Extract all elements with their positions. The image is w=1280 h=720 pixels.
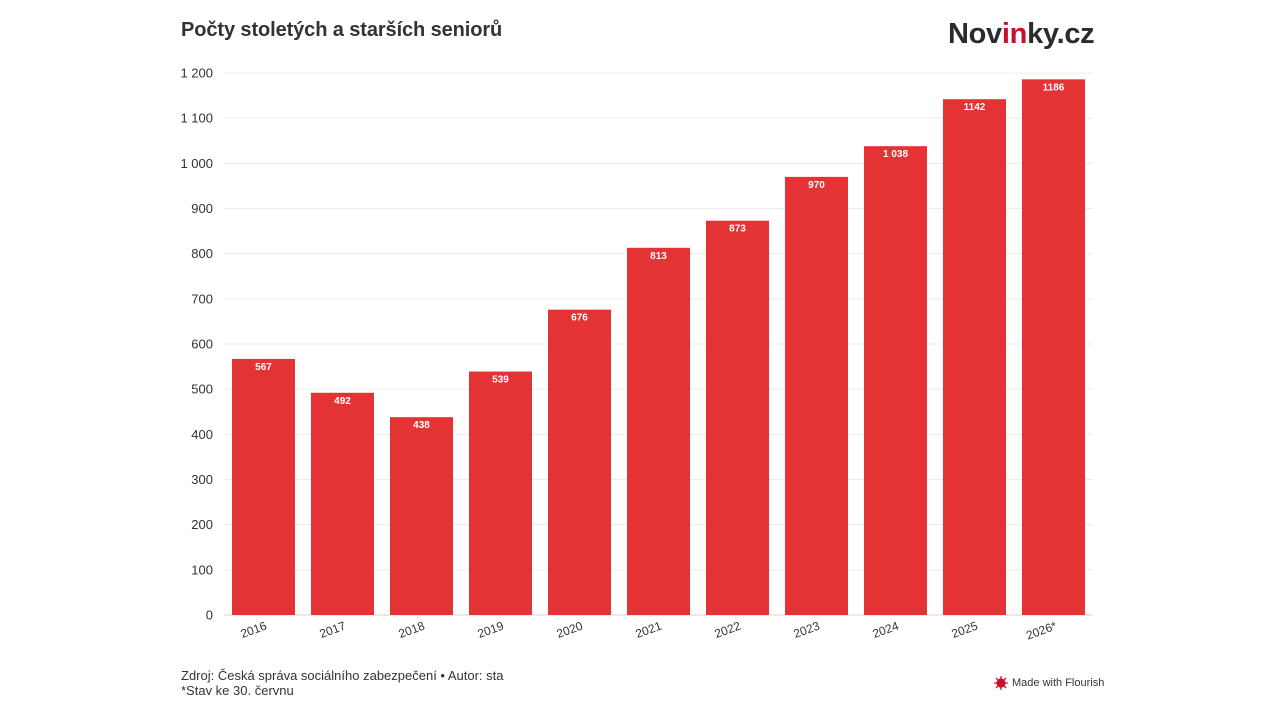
y-tick-label: 0 [206, 608, 213, 623]
bar-value-label: 1 038 [883, 149, 908, 160]
bar-value-label: 970 [808, 180, 825, 191]
made-with-flourish-link[interactable]: Made with Flourish [994, 676, 1104, 690]
bar [864, 146, 927, 616]
bar [232, 358, 295, 615]
bar [627, 247, 690, 616]
x-tick-label: 2026* [1024, 619, 1059, 643]
y-tick-label: 1 200 [180, 66, 213, 81]
y-tick-label: 500 [191, 382, 213, 397]
bar-value-label: 1142 [964, 102, 986, 113]
bar-value-label: 1186 [1043, 82, 1065, 93]
bar-value-label: 813 [650, 251, 667, 262]
logo-text-pre: Nov [948, 18, 1002, 50]
x-tick-label: 2016 [239, 619, 269, 641]
y-tick-label: 400 [191, 427, 213, 442]
chart-footer: Zdroj: Česká správa sociálního zabezpeče… [181, 668, 504, 698]
chart-title: Počty stoletých a starších seniorů [181, 19, 503, 41]
y-tick-label: 100 [191, 562, 213, 577]
y-tick-label: 1 100 [180, 111, 213, 126]
x-axis: 2016 2017 2018 2019 2020 2021 2022 2023 2024 2025… [239, 619, 1059, 643]
y-tick-label: 900 [191, 201, 213, 216]
x-tick-label: 2024 [871, 619, 901, 641]
x-tick-label: 2022 [713, 619, 743, 641]
x-tick-label: 2021 [634, 619, 664, 641]
bar [785, 176, 848, 615]
x-tick-label: 2020 [555, 619, 585, 641]
x-tick-label: 2025 [950, 619, 980, 641]
source-text: Zdroj: Česká správa sociálního zabezpeče… [181, 668, 504, 683]
flourish-label: Made with Flourish [1012, 677, 1105, 689]
x-tick-label: 2017 [318, 619, 348, 641]
x-tick-label: 2019 [476, 619, 506, 641]
novinky-logo[interactable]: Novinky.cz [948, 18, 1095, 51]
bar [1022, 79, 1085, 615]
bar [390, 417, 453, 615]
y-tick-label: 200 [191, 517, 213, 532]
bars: 567 492 438 539 676 813 873 970 1 038 1142 1186 [232, 79, 1085, 616]
bar [548, 309, 611, 615]
logo-text-post: ky.cz [1027, 18, 1095, 50]
bar-value-label: 492 [334, 396, 351, 407]
y-axis: 0 100 200 300 400 500 600 700 800 900 1 000 1 100 1 … [180, 66, 213, 623]
bar-value-label: 676 [571, 313, 588, 324]
bar [469, 371, 532, 615]
bar-value-label: 438 [413, 420, 430, 431]
footnote-text: *Stav ke 30. červnu [181, 683, 294, 698]
bar [311, 392, 374, 615]
y-tick-label: 1 000 [180, 156, 213, 171]
bar-value-label: 567 [255, 362, 272, 373]
x-tick-label: 2018 [397, 619, 427, 641]
bar-value-label: 539 [492, 375, 509, 386]
logo-text-accent: in [1001, 18, 1028, 50]
bar [943, 99, 1006, 616]
bar [706, 220, 769, 615]
y-tick-label: 700 [191, 291, 213, 306]
y-tick-label: 800 [191, 246, 213, 261]
x-tick-label: 2023 [792, 619, 822, 641]
y-tick-label: 300 [191, 472, 213, 487]
flourish-logo-icon [994, 676, 1008, 690]
y-tick-label: 600 [191, 337, 213, 352]
bar-value-label: 873 [729, 224, 746, 235]
